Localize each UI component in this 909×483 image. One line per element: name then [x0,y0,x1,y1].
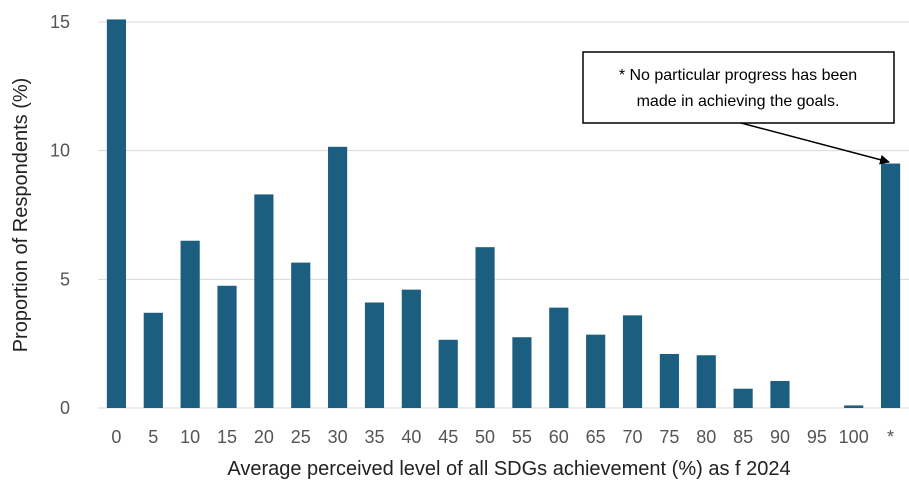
bar [291,262,311,408]
x-tick-label: 70 [623,427,643,447]
bar [401,289,421,408]
bar [770,380,790,408]
x-tick-label: 75 [659,427,679,447]
y-tick-label: 0 [60,398,70,418]
x-tick-label: 85 [733,427,753,447]
y-tick-label: 10 [50,141,70,161]
annotation-line-1: * No particular progress has been [619,67,857,84]
x-tick-label: 60 [549,427,569,447]
bar [106,19,127,408]
x-axis-title: Average perceived level of all SDGs achi… [227,458,790,480]
x-tick-label: 30 [328,427,348,447]
annotation-callout: * No particular progress has been made i… [582,51,895,165]
bar [696,355,716,408]
bar [438,339,458,408]
x-tick-label: 100 [839,427,869,447]
bar [364,302,385,408]
x-tick-label: 40 [401,427,421,447]
bar [880,163,901,408]
bar [659,353,679,408]
y-axis-title: Proportion of Respondents (%) [10,78,32,353]
x-tick-label: 95 [807,427,827,447]
bar [328,146,348,408]
bar [844,405,864,408]
x-tick-label: 15 [217,427,237,447]
bar [622,315,643,408]
annotation-box [582,51,895,124]
x-tick-label: 65 [586,427,606,447]
bar [586,334,606,408]
y-tick-label: 5 [60,269,70,289]
x-tick-label: 80 [696,427,716,447]
x-tick-label: 5 [148,427,158,447]
bar [143,312,163,408]
x-tick-label: * [887,427,894,447]
x-tick-labels: 0 5 10 15 20 25 30 35 40 45 50 55 60 65 70 75 80 85 90 95 10… [111,427,894,447]
x-tick-label: 50 [475,427,495,447]
y-tick-label: 15 [50,12,70,32]
x-tick-label: 90 [770,427,790,447]
bar [512,337,532,408]
bar [254,194,274,408]
x-tick-label: 10 [180,427,200,447]
bar [180,240,200,408]
bar [475,247,495,408]
annotation-arrow [740,122,890,165]
y-tick-labels: 0 5 10 15 [50,12,70,418]
bar [217,285,237,408]
x-tick-label: 45 [438,427,458,447]
bars [106,19,901,408]
x-tick-label: 0 [111,427,121,447]
bar [733,388,753,408]
x-tick-label: 55 [512,427,532,447]
x-tick-label: 25 [291,427,311,447]
x-tick-label: 20 [254,427,274,447]
bar [549,307,569,408]
annotation-line-2: made in achieving the goals. [637,93,840,110]
x-tick-label: 35 [364,427,384,447]
